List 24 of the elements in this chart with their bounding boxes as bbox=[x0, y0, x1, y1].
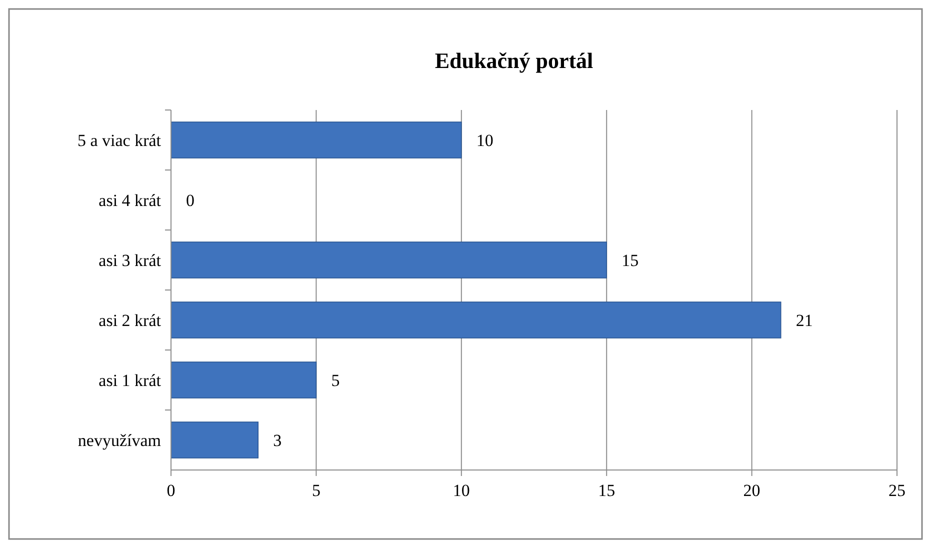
x-tick-label: 15 bbox=[598, 481, 616, 500]
y-tick-label: asi 1 krát bbox=[98, 370, 162, 390]
x-tick-label: 5 bbox=[312, 481, 320, 500]
data-label: 0 bbox=[186, 190, 194, 210]
data-label: 10 bbox=[476, 130, 494, 150]
data-label: 21 bbox=[796, 310, 813, 330]
bar bbox=[170, 422, 259, 458]
data-label: 5 bbox=[331, 370, 340, 390]
chart-title: Edukačný portál bbox=[434, 48, 594, 73]
bar bbox=[170, 122, 462, 158]
data-label: 3 bbox=[273, 430, 282, 450]
bar bbox=[170, 302, 782, 338]
x-tick-label: 0 bbox=[166, 481, 176, 500]
y-tick-label: asi 3 krát bbox=[98, 250, 162, 270]
bar bbox=[170, 362, 317, 398]
data-label: 15 bbox=[622, 250, 639, 270]
x-tick-label: 20 bbox=[743, 481, 760, 500]
x-tick-label: 10 bbox=[452, 481, 470, 500]
y-tick-label: asi 4 krát bbox=[98, 190, 162, 210]
y-tick-label: asi 2 krát bbox=[98, 310, 162, 330]
bar bbox=[170, 242, 607, 278]
y-tick-label: 5 a viac krát bbox=[77, 130, 162, 150]
x-tick-label: 25 bbox=[888, 481, 906, 500]
y-tick-label: nevyužívam bbox=[78, 430, 161, 450]
